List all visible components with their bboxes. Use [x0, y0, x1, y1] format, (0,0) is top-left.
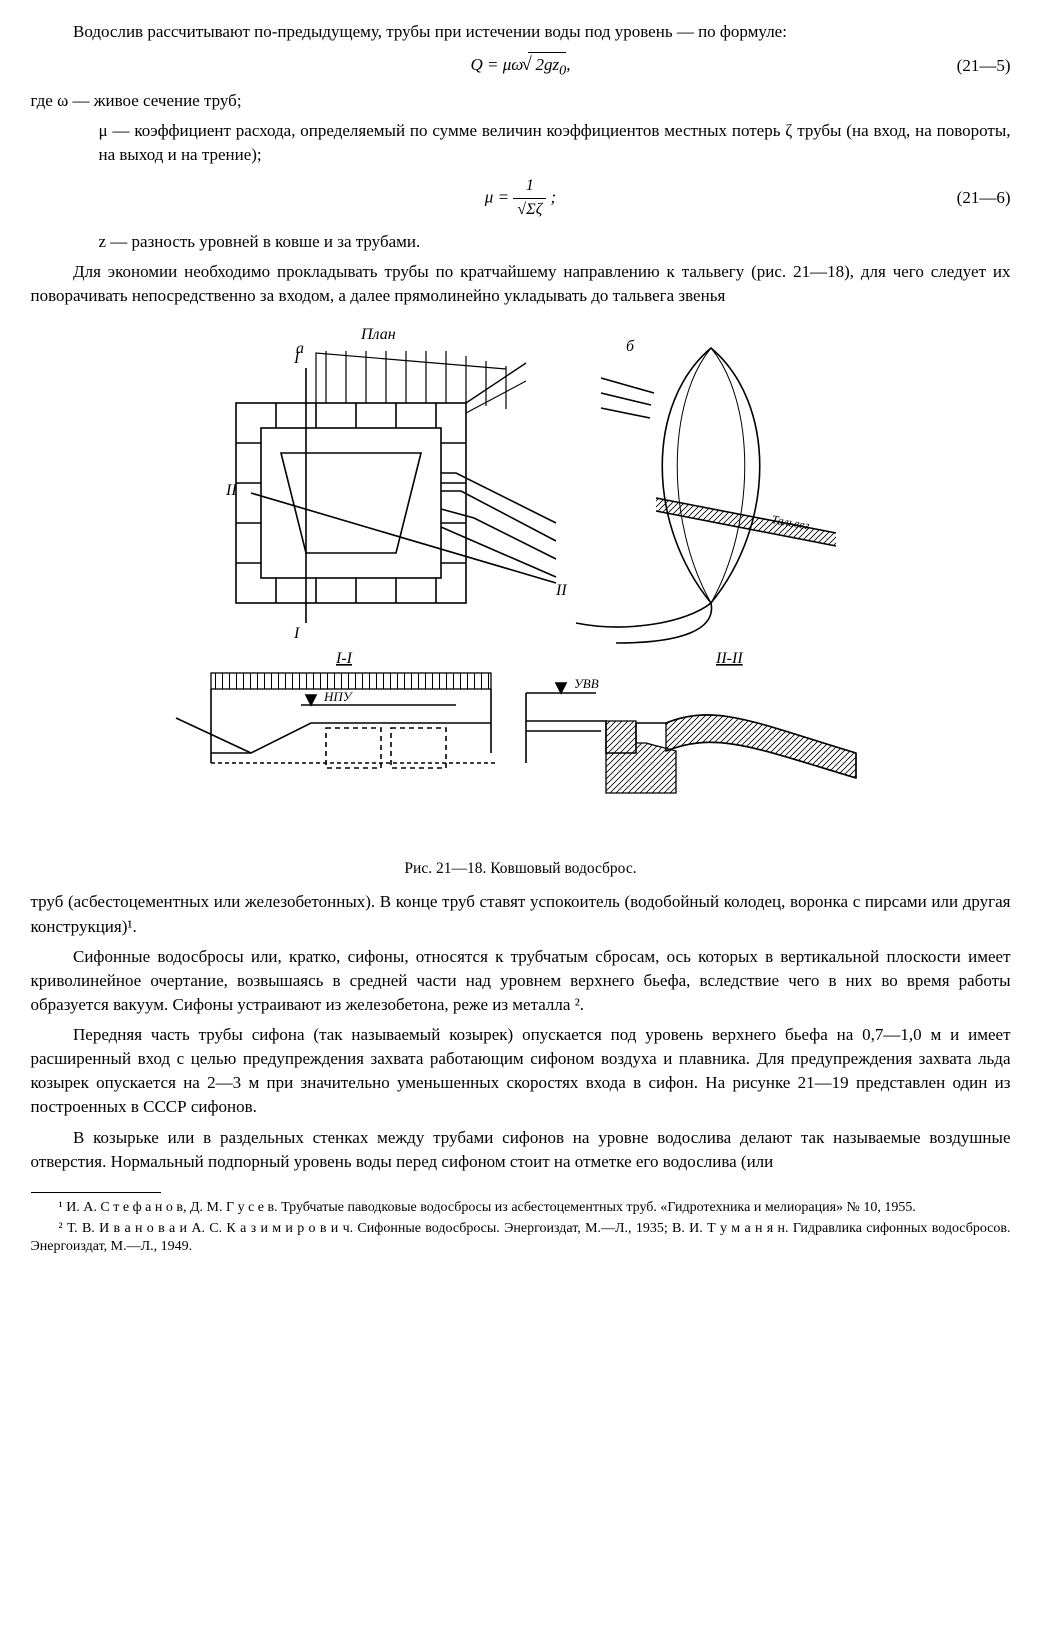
label-II-right: II	[555, 582, 567, 599]
label-b: б	[626, 338, 635, 355]
formula-21-5: Q = μω 2gz0, (21—5)	[31, 52, 1011, 81]
formula-21-6: μ = 1 √Σζ ; (21—6)	[31, 175, 1011, 222]
formula-body: Q = μω 2gz0,	[471, 52, 571, 81]
label-sec-I-I: I-I	[335, 650, 353, 667]
def-mu: μ — коэффициент расхода, определяемый по…	[31, 119, 1011, 167]
footnotes: ¹ И. А. С т е ф а н о в, Д. М. Г у с е в…	[31, 1199, 1011, 1257]
para-air-holes: В козырьке или в раздельных стенках межд…	[31, 1126, 1011, 1174]
para-economy: Для экономии необходимо прокладывать тру…	[31, 260, 1011, 308]
formula-body: μ = 1 √Σζ ;	[485, 175, 556, 222]
footnote-rule	[31, 1192, 161, 1193]
label-II-left: II	[225, 482, 237, 499]
label-I-bot: I	[293, 625, 300, 642]
label-ybb: УВВ	[574, 676, 599, 691]
label-I-top: I	[293, 350, 300, 367]
def-omega: где ω — живое сечение труб;	[31, 89, 1011, 113]
formula-number: (21—5)	[957, 54, 1011, 78]
formula-number: (21—6)	[957, 186, 1011, 210]
label-plan: План	[360, 326, 396, 343]
footnote-2: ² Т. В. И в а н о в а и А. С. К а з и м …	[31, 1220, 1011, 1256]
footnote-1: ¹ И. А. С т е ф а н о в, Д. М. Г у с е в…	[31, 1199, 1011, 1217]
figure-21-18: План a I I II II	[31, 323, 1011, 880]
para-intro: Водослив рассчитывают по-предыдущему, тр…	[31, 20, 1011, 44]
label-npy: НПУ	[323, 689, 354, 704]
para-siphon-def: Сифонные водосбросы или, кратко, сифоны,…	[31, 945, 1011, 1017]
label-sec-II-II: II-II	[715, 650, 743, 667]
figure-caption: Рис. 21—18. Ковшовый водосброс.	[31, 858, 1011, 880]
para-pipes: труб (асбестоцементных или железобетонны…	[31, 890, 1011, 938]
figure-svg: План a I I II II	[156, 323, 886, 843]
para-kozyrek: Передняя часть трубы сифона (так называе…	[31, 1023, 1011, 1120]
def-z: z — разность уровней в ковше и за трубам…	[31, 230, 1011, 254]
